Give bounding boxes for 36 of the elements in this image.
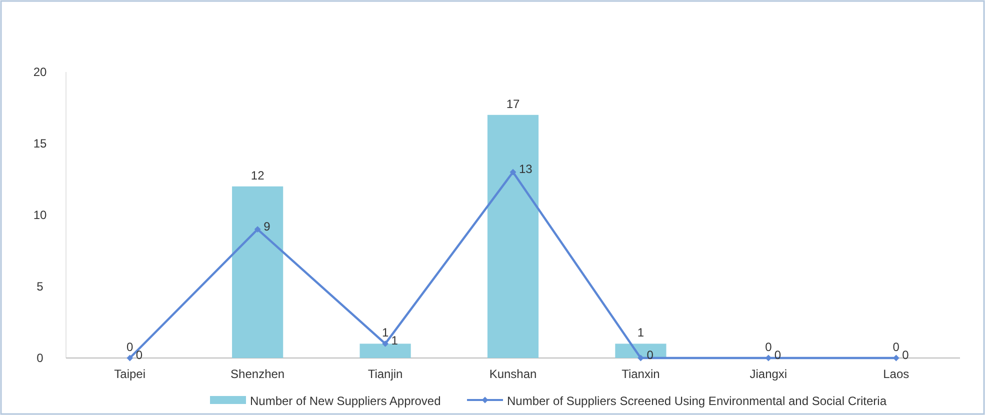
data-label: 0 [765,340,772,354]
y-tick-label: 15 [33,136,47,150]
bar [615,344,666,358]
y-tick-label: 0 [36,351,44,365]
legend-label: Number of Suppliers Screened Using Environmental and Social Criteria [507,394,887,408]
data-label: 1 [382,326,389,340]
point [382,340,388,347]
x-tick-label: Tianxin [622,367,660,381]
data-label: 0 [136,348,143,362]
bar [487,114,539,358]
x-tick-label: Shenzhen [230,367,285,381]
data-label: 0 [646,348,654,362]
point [126,354,134,362]
x-tick-label: Jiangxi [750,367,788,381]
data-label: 0 [892,340,900,354]
data-label: 13 [519,162,533,176]
bar [232,186,284,358]
point [765,354,772,362]
x-tick-label: Taipei [114,367,146,381]
data-label: 1 [637,326,644,340]
data-label: 0 [126,340,134,354]
data-label: 12 [250,168,265,182]
x-tick-label: Laos [883,367,910,381]
x-tick-label: Tianjin [368,367,403,381]
x-tick-label: Kunshan [489,367,537,381]
data-label: 9 [264,219,271,234]
point [254,226,261,232]
data-label: 0 [902,348,910,362]
data-label: 1 [391,334,398,348]
y-tick-label: 20 [33,65,47,79]
y-tick-label: 5 [36,280,44,294]
y-tick-label: 10 [33,208,47,222]
legend-label: Number of New Suppliers Approved [250,394,441,408]
data-label: 17 [506,96,520,111]
point [510,168,516,176]
bar [360,344,411,358]
